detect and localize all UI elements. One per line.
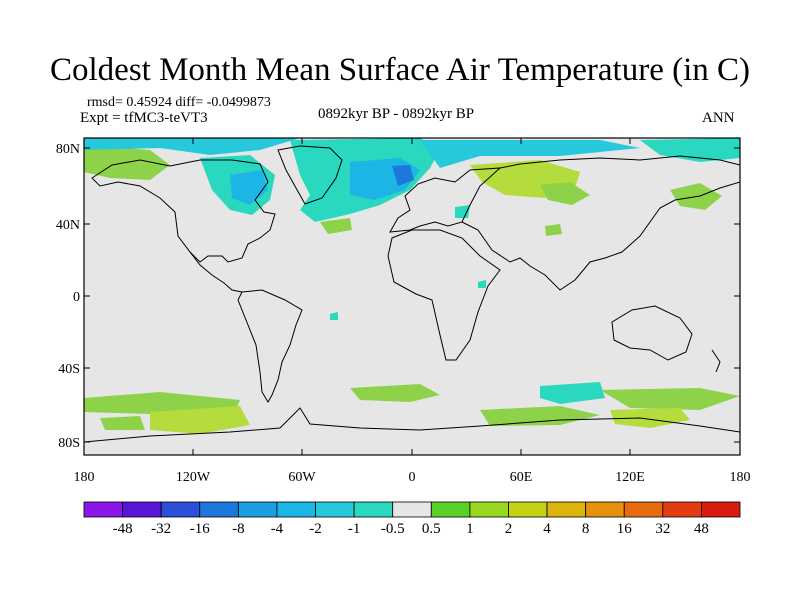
colorbar-box [623, 501, 664, 518]
axis-labels: 80N 40N 0 40S 80S 180 120W 60W 0 60E 120E 180 [56, 142, 751, 485]
colorbar-tick-label: -8 [232, 521, 245, 537]
anomaly-layer [84, 138, 740, 434]
colorbar-tick-label: -1 [348, 521, 361, 537]
colorbar-box [83, 501, 123, 518]
coast-australia [611, 305, 693, 361]
colorbar-box [276, 501, 316, 518]
experiment-label: Expt = tfMC3-teVT3 [80, 110, 208, 126]
colorbar-tick-label: 16 [617, 521, 633, 537]
colorbar-box [199, 501, 239, 518]
axis-ticks [83, 138, 741, 455]
colorbar-box [662, 501, 702, 518]
anomaly-patch [320, 218, 352, 234]
colorbar-boxes [83, 501, 741, 518]
coast-central-america [189, 251, 243, 293]
colorbar-tick-label: 1 [466, 521, 474, 537]
anomaly-patch [545, 224, 562, 236]
colorbar-box [508, 501, 548, 518]
lat-tick-label: 80N [56, 142, 80, 157]
anomaly-patch [230, 170, 268, 205]
lon-tick-label: 180 [730, 470, 751, 485]
colorbar-box [585, 501, 625, 518]
anomaly-patch [84, 392, 240, 414]
lon-tick-label: 60E [510, 470, 533, 485]
colorbar-tick-label: 32 [655, 521, 670, 537]
anomaly-patch [420, 140, 640, 168]
lat-tick-label: 80S [58, 436, 80, 451]
colorbar-box [122, 501, 162, 518]
coast-africa [387, 229, 501, 361]
colorbar-tick-label: -0.5 [381, 521, 405, 537]
lat-tick-label: 40N [56, 218, 80, 233]
colorbar-box [392, 501, 432, 518]
lat-tick-label: 40S [58, 362, 80, 377]
lat-tick-label: 0 [73, 290, 80, 305]
colorbar-box [546, 501, 587, 518]
lon-tick-label: 180 [74, 470, 95, 485]
anomaly-patch [640, 138, 740, 162]
colorbar-tick-label: 48 [694, 521, 709, 537]
colorbar-box [315, 501, 355, 518]
period-label: 0892kyr BP - 0892kyr BP [318, 106, 475, 122]
anomaly-patch [540, 382, 605, 404]
anomaly-patch [150, 406, 250, 434]
anomaly-patch [350, 384, 440, 402]
anomaly-patch [330, 312, 338, 320]
colorbar-tick-label: -16 [190, 521, 210, 537]
coast-asia [461, 155, 740, 291]
anomaly-patch [455, 205, 470, 218]
colorbar-tick-label: -48 [113, 521, 133, 537]
anomaly-patch [100, 416, 145, 430]
lon-tick-label: 120W [176, 470, 211, 485]
coast-greenland [277, 145, 343, 205]
colorbar-box [469, 501, 509, 518]
lon-tick-label: 60W [288, 470, 316, 485]
lon-tick-label: 0 [409, 470, 416, 485]
anomaly-patch [478, 280, 486, 288]
colorbar-tick-label: 8 [582, 521, 590, 537]
colorbar-tick-label: 2 [505, 521, 513, 537]
colorbar-box [160, 501, 201, 518]
anomaly-patch [480, 406, 600, 426]
colorbar-tick-label: -4 [271, 521, 284, 537]
colorbar-box [701, 501, 741, 518]
colorbar-tick-label: -32 [151, 521, 171, 537]
anomaly-patch [540, 182, 590, 205]
colorbar-tick-label: 0.5 [422, 521, 441, 537]
colorbar-box [237, 501, 278, 518]
lon-tick-label: 120E [615, 470, 645, 485]
anomaly-patch [600, 388, 740, 410]
anomaly-patch [610, 408, 690, 428]
season-label: ANN [702, 110, 735, 126]
colorbar-box [353, 501, 394, 518]
coastlines [84, 145, 740, 443]
anomaly-patch [84, 138, 300, 155]
colorbar-tick-label: -2 [309, 521, 322, 537]
coast-south-america [237, 289, 303, 403]
coast-antarctica [84, 407, 740, 443]
anomaly-patch [392, 165, 414, 186]
coast-new-zealand [711, 349, 721, 373]
colorbar-tick-label: 4 [543, 521, 551, 537]
coast-north-america [91, 159, 276, 263]
figure-title: Coldest Month Mean Surface Air Temperatu… [50, 52, 750, 88]
colorbar-labels: -48 -32 -16 -8 -4 -2 -1 -0.5 0.5 1 2 4 8 16 32 48 [113, 521, 709, 537]
colorbar-box [430, 501, 471, 518]
stats-label: rmsd= 0.45924 diff= -0.0499873 [87, 95, 271, 110]
